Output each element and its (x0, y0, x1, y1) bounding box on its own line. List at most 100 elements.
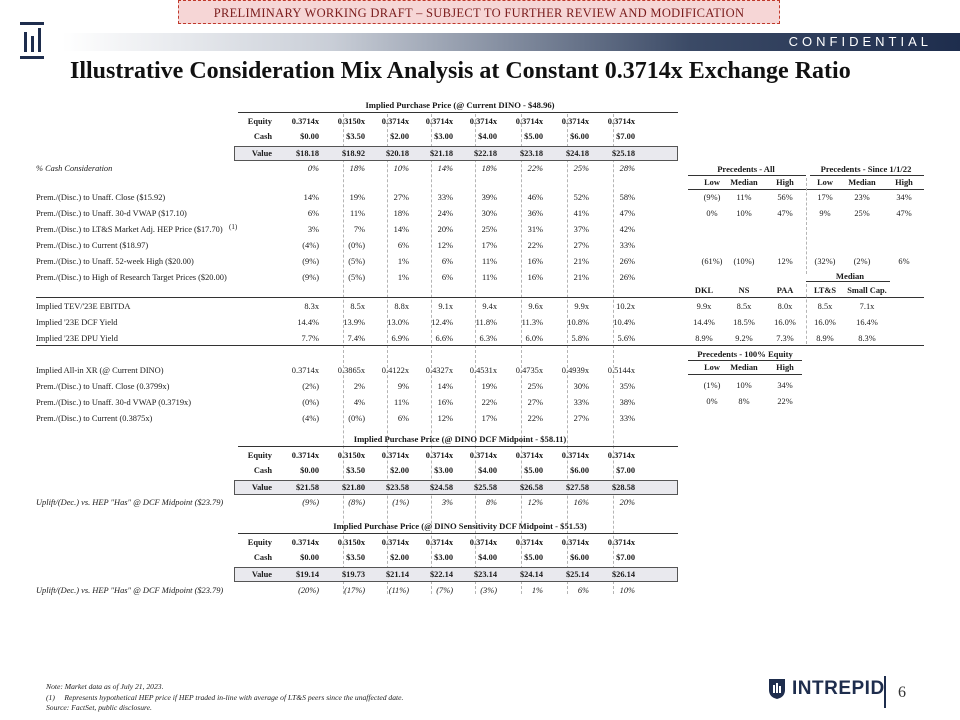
precedents-col-header: Median (848, 178, 876, 187)
exchange-ratio-cell: 0.3714x (425, 538, 453, 547)
equity-label: Equity (247, 451, 272, 460)
block1-header: Implied Purchase Price (@ Current DINO -… (365, 100, 555, 110)
xr-row-cell: 35% (619, 382, 635, 391)
value-cell: $23.18 (519, 149, 543, 158)
multiple-row-cell: 5.6% (617, 334, 635, 343)
multiple-row-cell: 12.4% (431, 318, 453, 327)
cash-cell: $3.50 (346, 466, 365, 475)
premium-row-cell: 27% (573, 241, 589, 250)
exchange-ratio-cell: 0.3714x (607, 117, 635, 126)
multiple-row-cell: 9.4x (482, 302, 497, 311)
cash-cell: $6.00 (570, 132, 589, 141)
premium-row-cell: 24% (437, 209, 453, 218)
value-cell: $22.18 (473, 149, 497, 158)
premium-row-cell: (9%) (302, 257, 319, 266)
cash-consideration-cell: 22% (527, 164, 543, 173)
exchange-ratio-cell: 0.3714x (469, 117, 497, 126)
cash-consideration-cell: 0% (307, 164, 319, 173)
xr-row-cell: 12% (437, 414, 453, 423)
premium-row-label: Prem./(Disc.) to Unaff. 52-week High ($2… (36, 257, 194, 266)
precedent-cell: 47% (896, 209, 912, 218)
premium-row-cell: (4%) (302, 241, 319, 250)
uplift-cell: (9%) (302, 498, 319, 507)
value-cell: $24.18 (565, 149, 589, 158)
precedent-cell: 56% (777, 193, 793, 202)
uplift-cell: (17%) (344, 586, 365, 595)
column-divider (475, 114, 476, 594)
peer-cell: 14.4% (693, 318, 715, 327)
uplift-cell: 1% (531, 586, 543, 595)
block3-header: Implied Purchase Price (@ DINO Sensitivi… (333, 521, 587, 531)
value-cell: $24.14 (519, 570, 543, 579)
peer-cell: 9.9x (696, 302, 712, 311)
peer-cell: 16.0% (814, 318, 836, 327)
peer-cell: 8.3% (858, 334, 876, 343)
premium-row-cell: 6% (441, 273, 453, 282)
multiple-row-cell: 11.8% (475, 318, 497, 327)
equity-precedent-cell: 0% (706, 397, 718, 406)
value-cell: $27.58 (565, 483, 589, 492)
cash-cell: $3.00 (434, 132, 453, 141)
column-divider (613, 114, 614, 594)
uplift-label: Uplift/(Dec.) vs. HEP "Has" @ DCF Midpoi… (36, 586, 224, 595)
premium-row-cell: 47% (619, 209, 635, 218)
premium-row-cell: 21% (573, 273, 589, 282)
cash-cell: $3.50 (346, 553, 365, 562)
cash-consideration-cell: 18% (349, 164, 365, 173)
value-cell: $20.18 (385, 149, 409, 158)
multiple-row-cell: 8.5x (350, 302, 365, 311)
brand-name: INTREPID (792, 678, 885, 699)
premium-row-cell: 11% (481, 273, 497, 282)
cash-cell: $7.00 (616, 466, 635, 475)
xr-row-cell: 38% (619, 398, 635, 407)
cash-consideration-label: % Cash Consideration (36, 164, 113, 173)
premium-row-cell: 14% (303, 193, 319, 202)
intrepid-shield-icon (769, 679, 785, 699)
multiple-row-cell: 7.7% (301, 334, 319, 343)
precedent-cell: 10% (736, 209, 752, 218)
cash-cell: $7.00 (616, 132, 635, 141)
premium-row-cell: 1% (397, 273, 409, 282)
premium-row-cell: 22% (527, 241, 543, 250)
premium-row-cell: 31% (527, 225, 543, 234)
multiple-row-cell: 14.4% (297, 318, 319, 327)
exchange-ratio-cell: 0.3150x (337, 451, 365, 460)
cash-cell: $5.00 (524, 553, 543, 562)
xr-row-cell: 0.3714x (291, 366, 319, 375)
cash-cell: $3.00 (434, 553, 453, 562)
peer-col-header: DKL (694, 286, 714, 295)
equity-precedent-cell: 8% (738, 397, 750, 406)
equity-precedents-col-rule (688, 374, 802, 375)
value-cell: $21.80 (341, 483, 365, 492)
peer-col-header: LT&S (813, 286, 837, 295)
value-cell: $26.58 (519, 483, 543, 492)
cash-cell: $4.00 (478, 553, 497, 562)
premium-row-label: Prem./(Disc.) to LT&S Market Adj. HEP Pr… (36, 225, 223, 234)
intrepid-logo: INTREPID (768, 678, 885, 700)
premium-row-cell: 39% (481, 193, 497, 202)
xr-row-label: Prem./(Disc.) to Unaff. Close (0.3799x) (36, 382, 170, 391)
equity-precedent-cell: (1%) (703, 381, 721, 390)
precedent-cell: 25% (854, 209, 870, 218)
premium-row-cell: 30% (481, 209, 497, 218)
exchange-ratio-cell: 0.3714x (607, 538, 635, 547)
uplift-cell: 12% (527, 498, 543, 507)
premium-row-cell: 46% (527, 193, 543, 202)
cash-cell: $5.00 (524, 466, 543, 475)
exchange-ratio-cell: 0.3714x (515, 538, 543, 547)
value-label: Value (251, 149, 272, 158)
cash-cell: $6.00 (570, 466, 589, 475)
peer-cell: 8.0x (777, 302, 793, 311)
value-cell: $18.18 (295, 149, 319, 158)
cash-consideration-cell: 25% (573, 164, 589, 173)
xr-row-cell: 0.4939x (561, 366, 589, 375)
precedents-since-header: Precedents - Since 1/1/22 (820, 164, 912, 174)
multiple-row-cell: 5.8% (571, 334, 589, 343)
premium-row-label: Prem./(Disc.) to Unaff. Close ($15.92) (36, 193, 166, 202)
uplift-cell: (11%) (388, 586, 409, 595)
cash-cell: $2.00 (390, 132, 409, 141)
exchange-ratio-cell: 0.3714x (515, 451, 543, 460)
cash-label: Cash (253, 466, 272, 475)
premium-row-cell: 58% (619, 193, 635, 202)
column-divider (343, 114, 344, 594)
